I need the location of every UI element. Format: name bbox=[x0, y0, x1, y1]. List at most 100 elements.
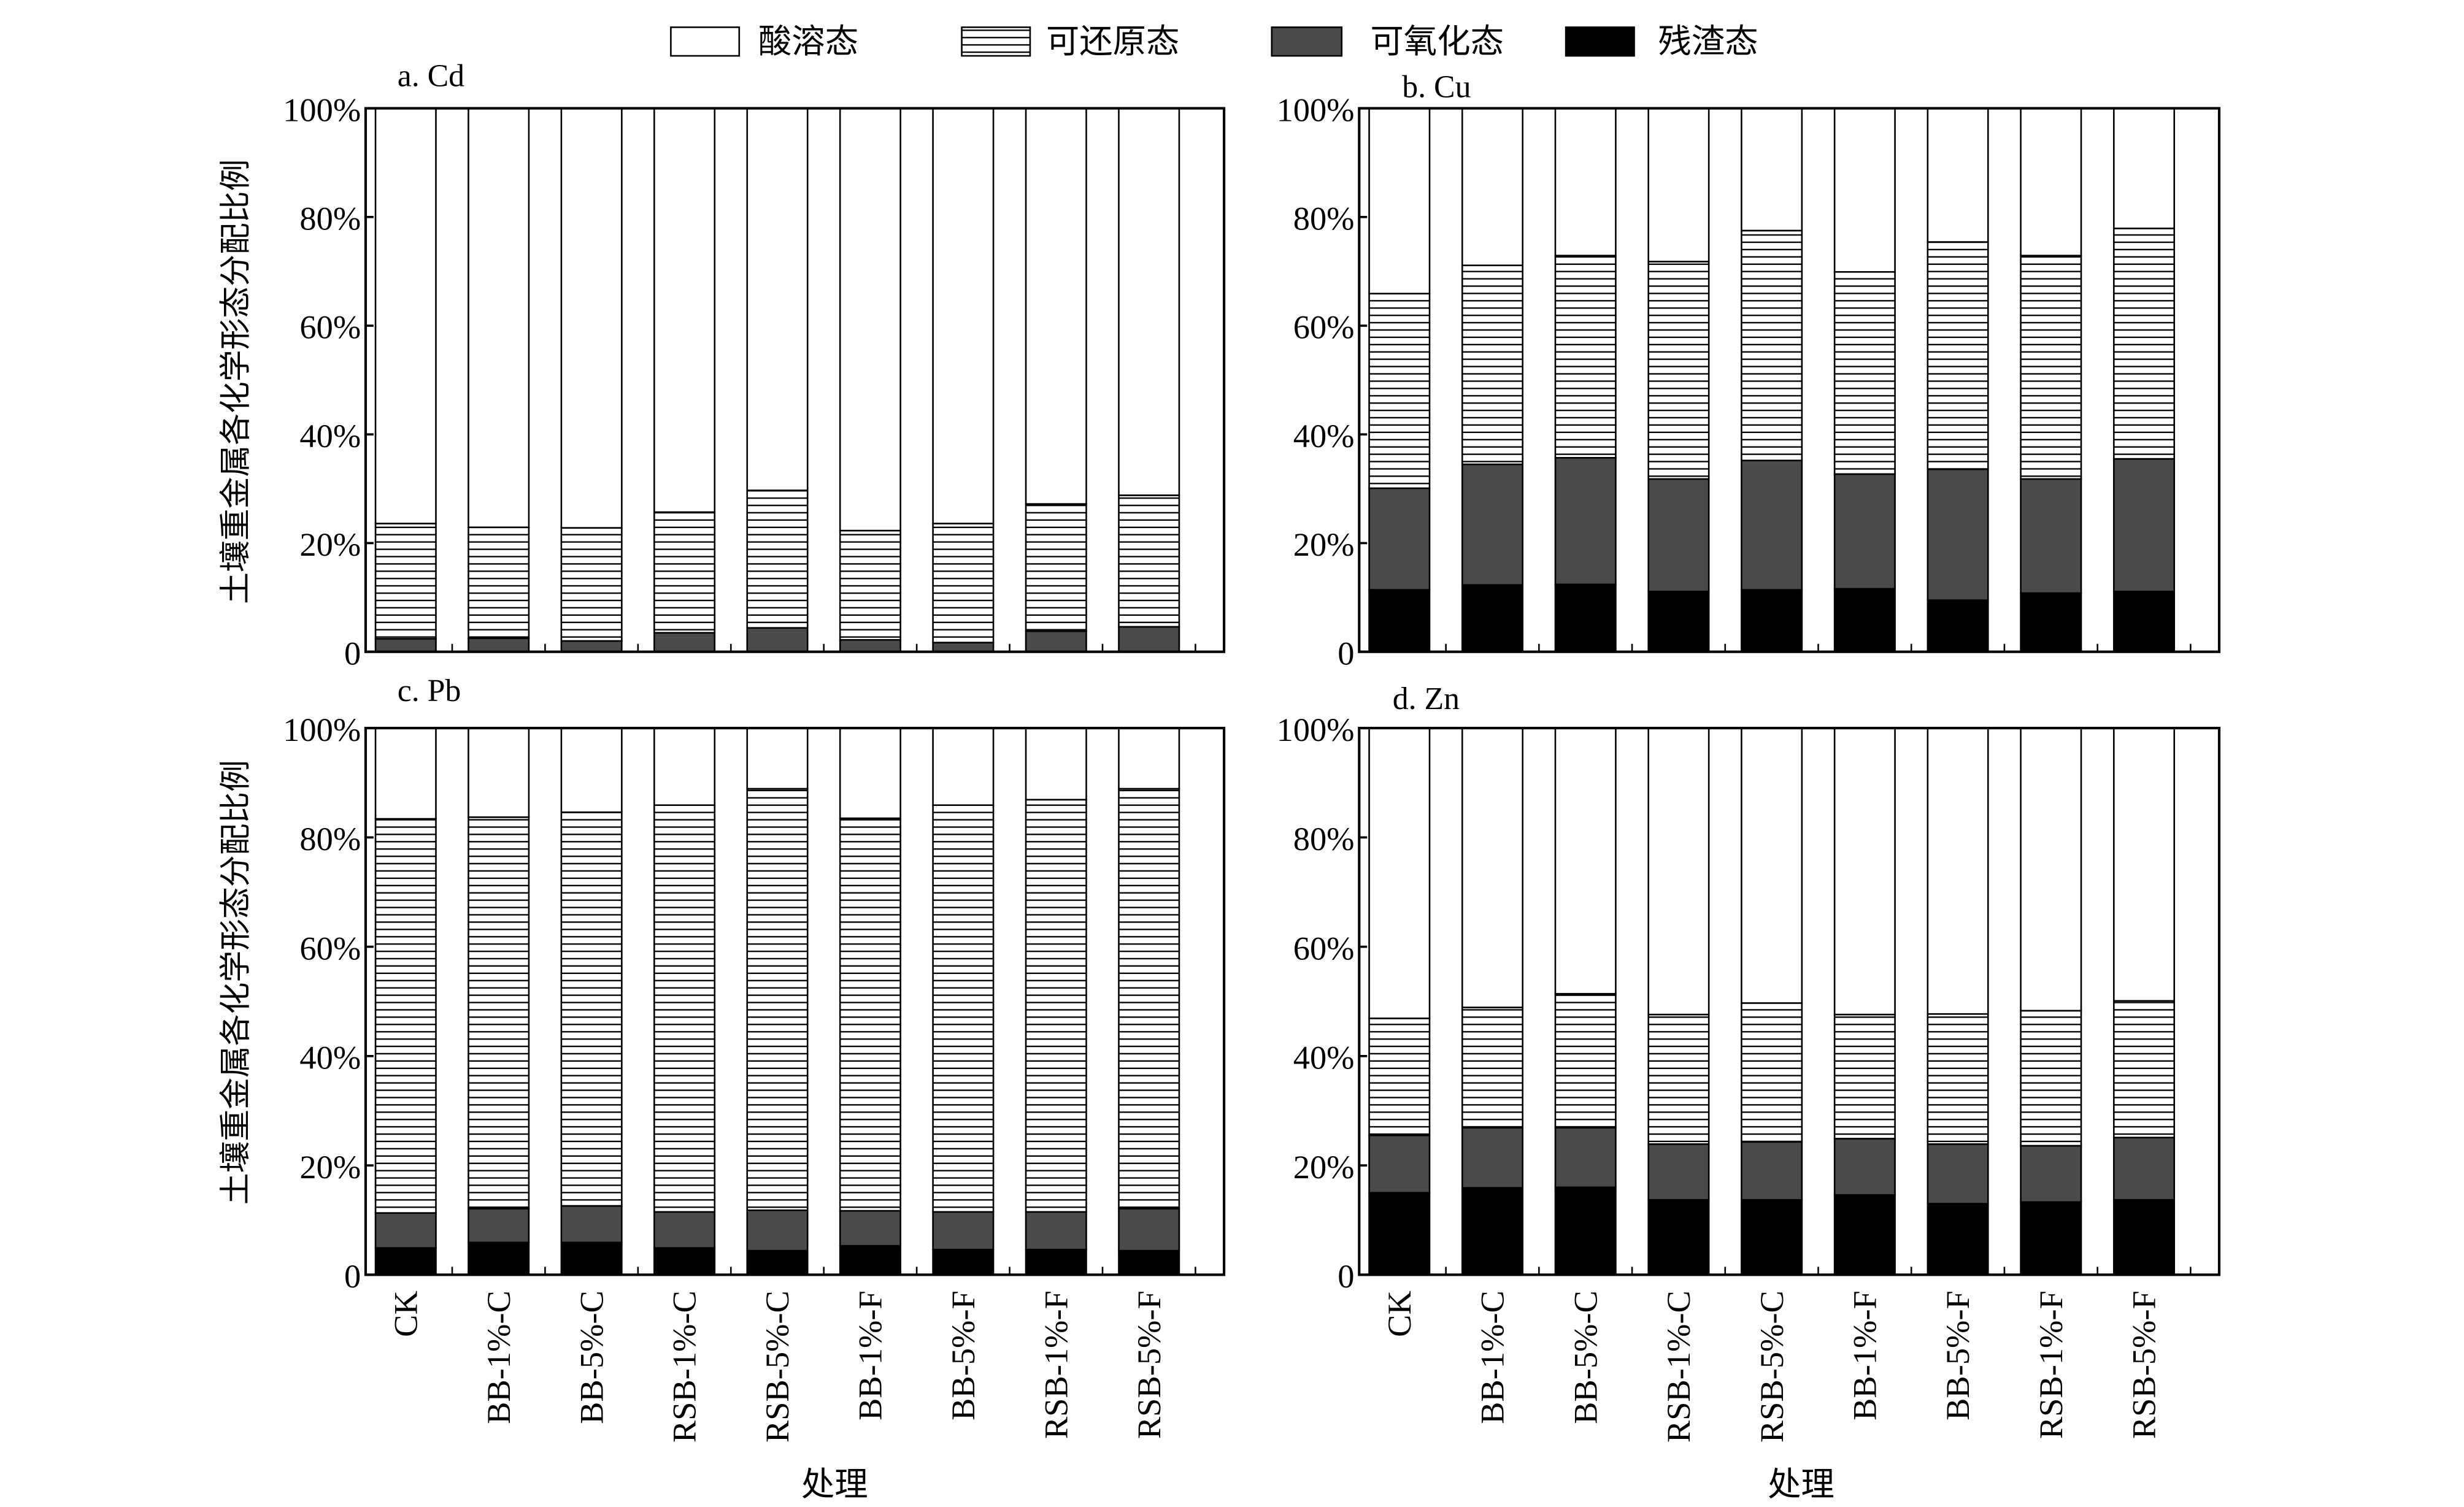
plot-frame bbox=[364, 726, 1226, 1276]
bar-segment-reducible bbox=[839, 817, 901, 1212]
bar-segment-acid bbox=[1833, 727, 1896, 1016]
bar-segment-reducible bbox=[1741, 1002, 1803, 1143]
bar-segment-acid bbox=[2112, 727, 2176, 1002]
x-tick-label: BB-5%-C bbox=[573, 1290, 610, 1424]
bar-segment-reducible bbox=[560, 527, 623, 642]
bar-segment-oxidizable bbox=[1833, 473, 1896, 590]
bar-segment-acid bbox=[1647, 727, 1710, 1016]
bar-segment-residual bbox=[839, 1244, 901, 1276]
bar-segment-acid bbox=[1833, 107, 1896, 273]
bar-segment-residual bbox=[1461, 584, 1524, 653]
bar-segment-oxidizable bbox=[1368, 487, 1431, 591]
bar-segment-oxidizable bbox=[932, 1211, 995, 1251]
bar-segment-reducible bbox=[560, 811, 623, 1207]
bar-segment-acid bbox=[468, 727, 530, 818]
bar-segment-residual bbox=[1368, 589, 1431, 653]
y-tick-label: 100% bbox=[283, 711, 361, 748]
bar-segment-residual bbox=[653, 1247, 716, 1276]
bar-segment-oxidizable bbox=[1025, 1211, 1087, 1251]
bar-segment-acid bbox=[2020, 107, 2082, 256]
y-tick-label: 20% bbox=[1293, 1149, 1355, 1186]
y-tick-label: 60% bbox=[1293, 309, 1355, 346]
bar-segment-oxidizable bbox=[1741, 459, 1803, 591]
x-tick-label: RSB-5%-C bbox=[1754, 1290, 1790, 1443]
panel-b-cu: 0 20% 40% 60% 80% 100% b. Cu bbox=[1277, 69, 2221, 672]
y-tick-label: 20% bbox=[1293, 526, 1355, 563]
bar-segment-reducible bbox=[1461, 1007, 1524, 1129]
x-tick-label: RSB-5%-C bbox=[759, 1290, 796, 1443]
bar-segment-oxidizable bbox=[1833, 1138, 1896, 1196]
bar-segment-oxidizable bbox=[1461, 463, 1524, 586]
bar-segment-oxidizable bbox=[374, 638, 437, 653]
bar-segment-reducible bbox=[1554, 992, 1617, 1129]
bar-segment-residual bbox=[1927, 1203, 1989, 1276]
bar-segment-acid bbox=[374, 107, 437, 524]
bar-segment-residual bbox=[1833, 588, 1896, 653]
legend-label-acid: 酸溶态 bbox=[758, 23, 858, 60]
bar-segment-residual bbox=[1461, 1187, 1524, 1276]
x-tick-label: RSB-1%-F bbox=[2033, 1290, 2069, 1439]
y-tick-label: 60% bbox=[1293, 930, 1355, 967]
legend-label-oxidizable: 可氧化态 bbox=[1370, 23, 1504, 60]
bar-segment-oxidizable bbox=[839, 638, 901, 653]
bar-segment-acid bbox=[1025, 727, 1087, 801]
legend-swatch-residual bbox=[1565, 26, 1635, 57]
x-tick-label: BB-1%-C bbox=[480, 1290, 517, 1424]
bar-segment-residual bbox=[2112, 1198, 2176, 1276]
bar-segment-acid bbox=[1461, 727, 1524, 1008]
bar-segment-reducible bbox=[1461, 264, 1524, 466]
bar-segment-oxidizable bbox=[2112, 1137, 2176, 1201]
bar-segment-residual bbox=[1554, 583, 1617, 653]
bar-segment-reducible bbox=[468, 816, 530, 1210]
y-axis-title-bottom: 土壤重金属各化学形态分配比例 bbox=[219, 760, 254, 1205]
x-tick-label: RSB-1%-F bbox=[1038, 1290, 1074, 1439]
bar-segment-oxidizable bbox=[1647, 1143, 1710, 1201]
bar-segment-acid bbox=[932, 727, 995, 807]
bar-segment-reducible bbox=[1368, 293, 1431, 489]
bar-segment-acid bbox=[2112, 107, 2176, 229]
bar-segment-oxidizable bbox=[468, 637, 530, 653]
bar-segment-acid bbox=[1554, 727, 1617, 995]
x-tick-label: RSB-1%-C bbox=[1660, 1290, 1697, 1443]
bar-segment-oxidizable bbox=[839, 1210, 901, 1247]
bar-segment-oxidizable bbox=[1118, 626, 1180, 653]
bar-segment-acid bbox=[653, 107, 716, 513]
legend-swatch-acid bbox=[670, 26, 741, 57]
bar-segment-reducible bbox=[1647, 1013, 1710, 1145]
bar-segment-oxidizable bbox=[560, 1205, 623, 1244]
bar-segment-residual bbox=[1554, 1186, 1617, 1276]
bar-segment-acid bbox=[1368, 727, 1431, 1019]
bar-segment-acid bbox=[560, 727, 623, 813]
x-tick-label: RSB-1%-C bbox=[666, 1290, 703, 1443]
bar-segment-reducible bbox=[1118, 788, 1180, 1210]
y-tick-label: 80% bbox=[1293, 821, 1355, 857]
bar-segment-reducible bbox=[1025, 799, 1087, 1213]
legend-swatch-oxidizable bbox=[1271, 26, 1343, 57]
bar-segment-acid bbox=[1118, 107, 1180, 496]
y-tick-label: 60% bbox=[299, 930, 361, 967]
y-tick-label: 20% bbox=[299, 1149, 361, 1186]
bar-segment-acid bbox=[1741, 107, 1803, 232]
bar-segment-reducible bbox=[746, 788, 809, 1211]
bar-segment-acid bbox=[653, 727, 716, 807]
x-tick-label: BB-1%-C bbox=[1474, 1290, 1511, 1424]
bar-segment-reducible bbox=[1118, 494, 1180, 628]
y-axis-title-top: 土壤重金属各化学形态分配比例 bbox=[219, 159, 254, 604]
bar-segment-reducible bbox=[1554, 255, 1617, 459]
bar-segment-reducible bbox=[1833, 270, 1896, 475]
y-tick-label: 0 bbox=[344, 635, 361, 672]
bar-segment-oxidizable bbox=[1927, 1143, 1989, 1205]
x-tick-label: BB-5%-C bbox=[1567, 1290, 1604, 1424]
bar-segment-acid bbox=[1927, 727, 1989, 1015]
bar-segment-residual bbox=[1927, 599, 1989, 653]
panel-a-cd: 0 20% 40% 60% 80% 100% a. Cd bbox=[283, 58, 1226, 672]
y-tick-label: 40% bbox=[299, 1040, 361, 1076]
bar-segment-oxidizable bbox=[374, 1212, 437, 1249]
bar-segment-oxidizable bbox=[1368, 1134, 1431, 1194]
y-tick-label: 80% bbox=[299, 821, 361, 857]
bar-segment-oxidizable bbox=[1741, 1141, 1803, 1201]
x-axis-title-left: 处理 bbox=[801, 1466, 868, 1503]
bar-segment-reducible bbox=[374, 523, 437, 640]
y-tick-label: 100% bbox=[1277, 711, 1355, 748]
